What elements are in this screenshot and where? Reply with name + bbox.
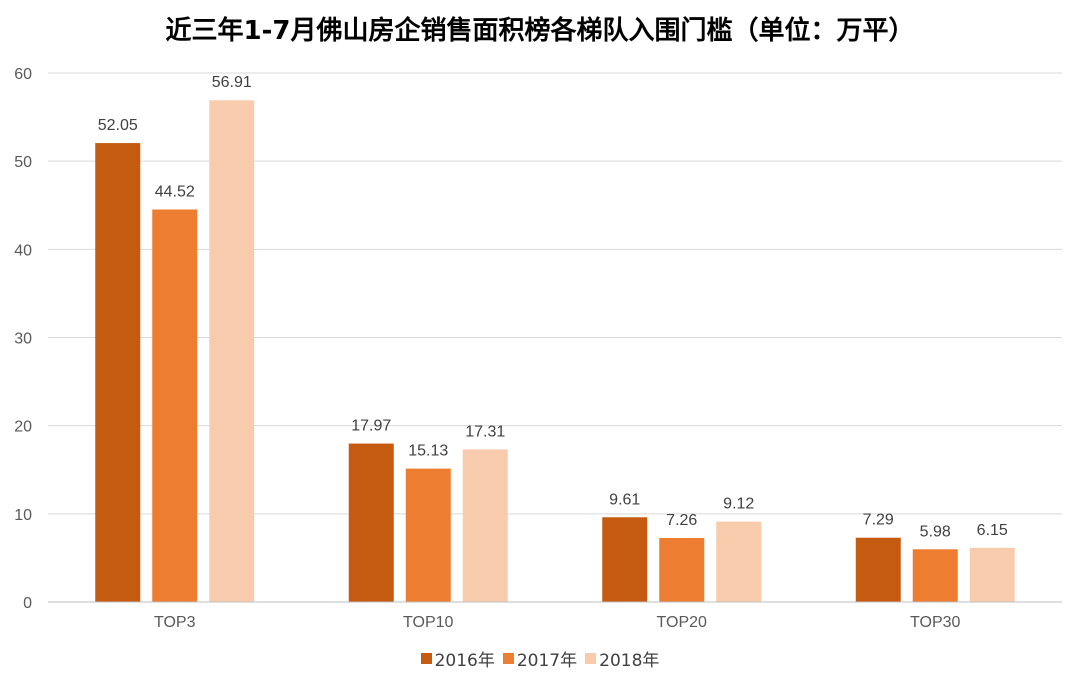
legend-label: 2016年 xyxy=(434,651,495,671)
data-label: 44.52 xyxy=(155,183,195,200)
data-label: 9.12 xyxy=(723,496,754,513)
plot-area: 0 10 20 30 40 50 60 52.05 44.52 56.91 TOP3 17.97 15.… xyxy=(14,66,1062,631)
legend-label: 2018年 xyxy=(599,651,660,671)
legend-item: 2017年 xyxy=(502,646,578,671)
data-label: 52.05 xyxy=(98,117,138,134)
bar xyxy=(348,443,394,602)
bar xyxy=(602,517,648,602)
legend: 2016年 2017年 2018年 xyxy=(0,646,1080,671)
bar xyxy=(659,537,705,602)
y-tick-label: 10 xyxy=(14,507,32,524)
x-tick-label: TOP10 xyxy=(403,614,454,631)
y-tick-label: 20 xyxy=(14,419,32,436)
x-tick-label: TOP3 xyxy=(154,614,196,631)
bar xyxy=(152,209,198,602)
bar xyxy=(209,100,255,602)
y-tick-label: 50 xyxy=(14,154,32,171)
legend-swatch xyxy=(420,653,432,664)
legend-item: 2016年 xyxy=(420,646,495,671)
bar xyxy=(716,521,762,602)
y-tick-label: 30 xyxy=(14,331,32,348)
bar xyxy=(969,547,1015,602)
data-label: 7.29 xyxy=(863,512,894,529)
data-label: 56.91 xyxy=(212,74,252,91)
bar xyxy=(855,537,901,602)
data-label: 7.26 xyxy=(666,512,697,529)
legend-swatch xyxy=(502,653,514,664)
bar xyxy=(95,143,141,602)
y-tick-label: 40 xyxy=(14,242,32,259)
legend-label: 2017年 xyxy=(516,651,578,671)
legend-item: 2018年 xyxy=(585,646,659,671)
bar xyxy=(912,549,958,602)
y-tick-label: 60 xyxy=(14,66,32,83)
bar xyxy=(405,468,451,602)
data-label: 6.15 xyxy=(977,522,1008,539)
data-label: 15.13 xyxy=(408,443,448,460)
legend-swatch xyxy=(585,653,597,664)
x-tick-label: TOP20 xyxy=(657,614,708,631)
bar xyxy=(462,449,508,602)
y-tick-label: 0 xyxy=(23,595,32,612)
data-label: 17.31 xyxy=(465,423,505,440)
chart-title: 近三年1-7月佛山房企销售面积榜各梯队入围门槛（单位：万平） xyxy=(165,16,915,46)
data-label: 5.98 xyxy=(920,523,951,540)
data-label: 9.61 xyxy=(609,491,640,508)
x-tick-label: TOP30 xyxy=(910,614,961,631)
data-label: 17.97 xyxy=(351,418,391,435)
